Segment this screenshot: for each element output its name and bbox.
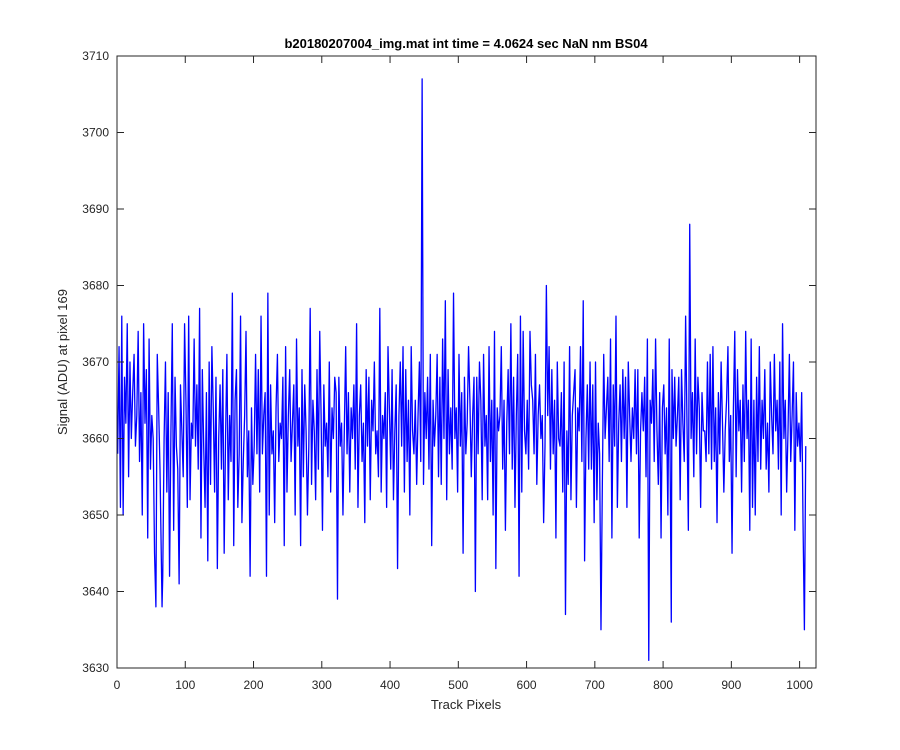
y-tick-label: 3630	[82, 661, 109, 675]
axes: 0 100 200 300 400 500 600 700 800 900 1000 3630 3640…	[82, 49, 817, 692]
x-axis-label: Track Pixels	[431, 697, 502, 712]
y-axis-label: Signal (ADU) at pixel 169	[55, 289, 70, 435]
plot-area	[117, 56, 816, 668]
series-line-0	[117, 78, 807, 661]
y-tick-label: 3650	[82, 508, 109, 522]
x-tick-label: 300	[312, 678, 332, 692]
y-tick-label: 3690	[82, 202, 109, 216]
y-tick-label: 3680	[82, 279, 109, 293]
y-tick-label: 3700	[82, 126, 109, 140]
series-layer	[117, 78, 807, 661]
x-tick-label: 200	[244, 678, 264, 692]
x-tick-label: 500	[448, 678, 468, 692]
y-tick-label: 3660	[82, 432, 109, 446]
x-tick-label: 100	[175, 678, 195, 692]
x-tick-label: 400	[380, 678, 400, 692]
x-tick-label: 800	[653, 678, 673, 692]
y-tick-label: 3670	[82, 355, 109, 369]
x-tick-label: 900	[721, 678, 741, 692]
x-tick-label: 1000	[786, 678, 813, 692]
x-tick-label: 600	[517, 678, 537, 692]
y-tick-label: 3640	[82, 585, 109, 599]
y-tick-label: 3710	[82, 49, 109, 63]
x-tick-label: 700	[585, 678, 605, 692]
chart-title: b20180207004_img.mat int time = 4.0624 s…	[284, 36, 648, 51]
x-tick-label: 0	[114, 678, 121, 692]
